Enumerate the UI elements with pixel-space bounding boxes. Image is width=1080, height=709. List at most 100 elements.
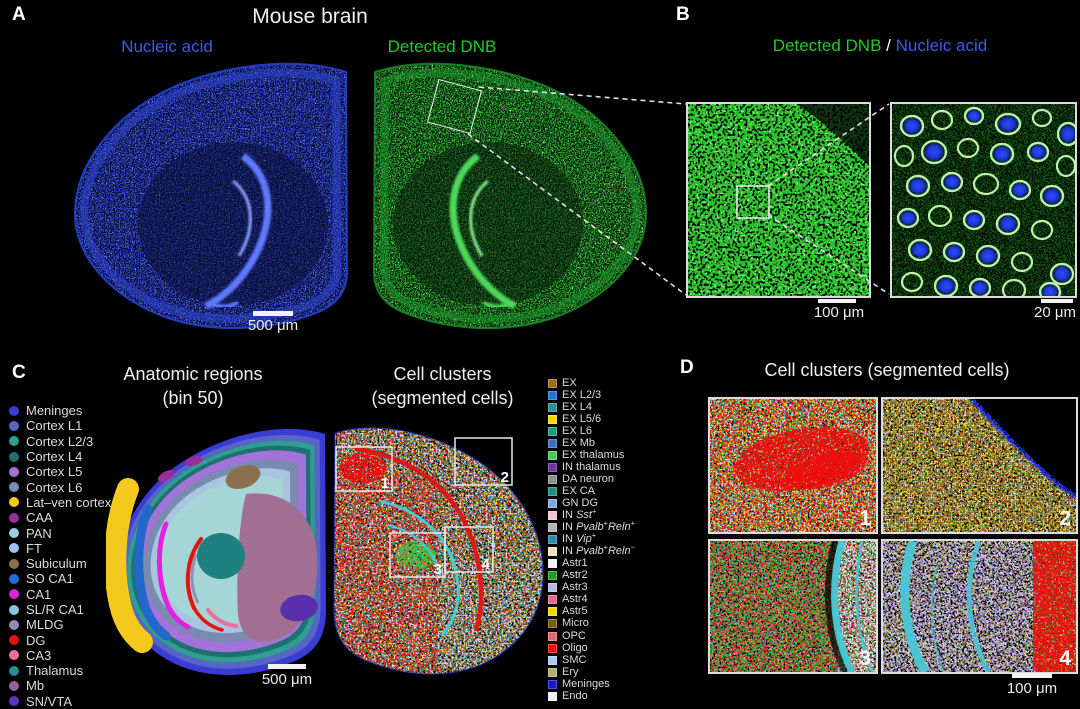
legend-item-mb: Mb [6, 678, 111, 693]
legend-item-in-pvalb-reln-: IN Pvalb+Reln− [547, 542, 635, 558]
legend-item-sn-vta: SN/VTA [6, 694, 111, 709]
legend-label: Thalamus [26, 663, 84, 679]
legend-label: SN/VTA [26, 693, 72, 709]
legend-label: Astr5 [562, 605, 588, 618]
legend-label: EX L5/6 [562, 412, 602, 425]
legend-label: SO CA1 [26, 571, 74, 587]
legend-swatch [548, 450, 557, 460]
legend-label: IN thalamus [562, 460, 621, 473]
legend-item-oligo: Oligo [547, 642, 635, 654]
legend-swatch [9, 497, 19, 508]
legend-label: Astr4 [562, 593, 588, 606]
legend-item-ex-ca: EX CA [547, 485, 635, 497]
legend-swatch [548, 607, 557, 617]
legend-label: EX L4 [562, 400, 592, 413]
cluster-tile-1: 1 [708, 397, 878, 534]
channel-label-detected-dnb: Detected DNB [387, 37, 497, 56]
inset-box-3-number: 3 [434, 561, 442, 578]
legend-label: EX [562, 376, 577, 389]
panel-c-right-subtitle: (segmented cells) [371, 388, 514, 408]
scalebar-a-label: 500 μm [247, 317, 299, 334]
panel-d-title: Cell clusters (segmented cells) [764, 360, 1010, 380]
legend-item-ex-l6: EX L6 [547, 425, 635, 437]
legend-swatch [548, 679, 557, 689]
legend-item-in-vip-: IN Vip+ [547, 530, 635, 546]
legend-item-ery: Ery [547, 666, 635, 678]
scalebar-c-label: 500 μm [261, 671, 313, 688]
hippocampus-band [204, 153, 272, 310]
legend-item-subiculum: Subiculum [6, 556, 111, 571]
scalebar-b2-label: 20 μm [1034, 304, 1076, 321]
legend-label: Cortex L5 [26, 464, 83, 480]
legend-swatch [548, 414, 557, 424]
legend-swatch [9, 482, 19, 493]
panel-c-label: C [12, 362, 26, 383]
cell-clusters-brain-image: 1 2 3 4 [333, 427, 544, 675]
scalebar-b2 [1041, 299, 1073, 303]
legend-label: Endo [562, 689, 588, 702]
legend-swatch [548, 402, 557, 412]
legend-item-astr5: Astr5 [547, 606, 635, 618]
panel-c-right-title: Cell clusters [393, 364, 492, 384]
legend-label: Mb [26, 678, 45, 694]
legend-item-lat-ven-cortex: Lat–ven cortex [6, 495, 111, 510]
legend-label: PAN [26, 525, 52, 541]
inset-box-2-number: 2 [501, 469, 509, 486]
legend-swatch [548, 390, 557, 400]
legend-label: Astr3 [562, 581, 588, 594]
legend-swatch [548, 462, 557, 472]
title-detected-dnb: Detected DNB [772, 36, 882, 55]
legend-item-pan: PAN [6, 525, 111, 540]
legend-swatch [9, 543, 19, 554]
legend-swatch [548, 619, 557, 629]
region-ca1 [157, 521, 191, 630]
legend-item-ca1: CA1 [6, 587, 111, 602]
legend-label: Meninges [26, 403, 83, 419]
legend-swatch [9, 528, 19, 539]
scalebar-b1 [818, 299, 856, 303]
legend-item-smc: SMC [547, 654, 635, 666]
legend-swatch [548, 571, 557, 581]
legend-label: IN Vip+ [562, 530, 597, 546]
legend-label: Subiculum [26, 556, 87, 572]
legend-label: CA3 [26, 647, 52, 663]
legend-item-thalamus: Thalamus [6, 663, 111, 678]
inset-box-4 [444, 526, 494, 573]
legend-item-astr1: Astr1 [547, 558, 635, 570]
legend-label: EX Mb [562, 436, 596, 449]
legend-label: EX L6 [562, 424, 592, 437]
legend-label: DA neuron [562, 472, 614, 485]
cluster-tile-4: 4 [881, 539, 1078, 675]
legend-item-astr3: Astr3 [547, 582, 635, 594]
legend-swatch [9, 466, 19, 477]
legend-label: Astr2 [562, 569, 588, 582]
legend-label: CAA [26, 510, 53, 526]
legend-item-ex-l2-3: EX L2/3 [547, 389, 635, 401]
legend-item-ca3: CA3 [6, 648, 111, 663]
legend-label: Cortex L2/3 [26, 433, 94, 449]
title-nucleic-acid: Nucleic acid [895, 36, 988, 55]
cluster-tile-3: 3 [708, 539, 878, 674]
legend-swatch [548, 655, 557, 665]
legend-swatch [9, 635, 19, 646]
legend-item-cortex-l4: Cortex L4 [6, 449, 111, 464]
legend-label: Oligo [562, 641, 588, 654]
legend-swatch [9, 558, 19, 569]
legend-label: IN Pvalb+Reln− [562, 542, 635, 558]
legend-swatch [548, 511, 557, 521]
legend-swatch [9, 665, 19, 676]
scalebar-d-label: 100 μm [1006, 680, 1058, 697]
legend-item-astr2: Astr2 [547, 570, 635, 582]
scalebar-c [268, 664, 306, 669]
tile-4-number: 4 [1059, 647, 1071, 670]
channel-label-nucleic-acid: Nucleic acid [121, 37, 213, 56]
panel-b-label: B [676, 4, 690, 25]
legend-label: Ery [562, 665, 579, 678]
legend-swatch [548, 643, 557, 653]
panel-a-label: A [12, 4, 26, 25]
dnb-zoom-image [686, 102, 871, 298]
legend-swatch [9, 680, 19, 691]
legend-swatch [9, 405, 19, 416]
legend-item-in-thalamus: IN thalamus [547, 461, 635, 473]
title-slash: / [881, 36, 896, 55]
